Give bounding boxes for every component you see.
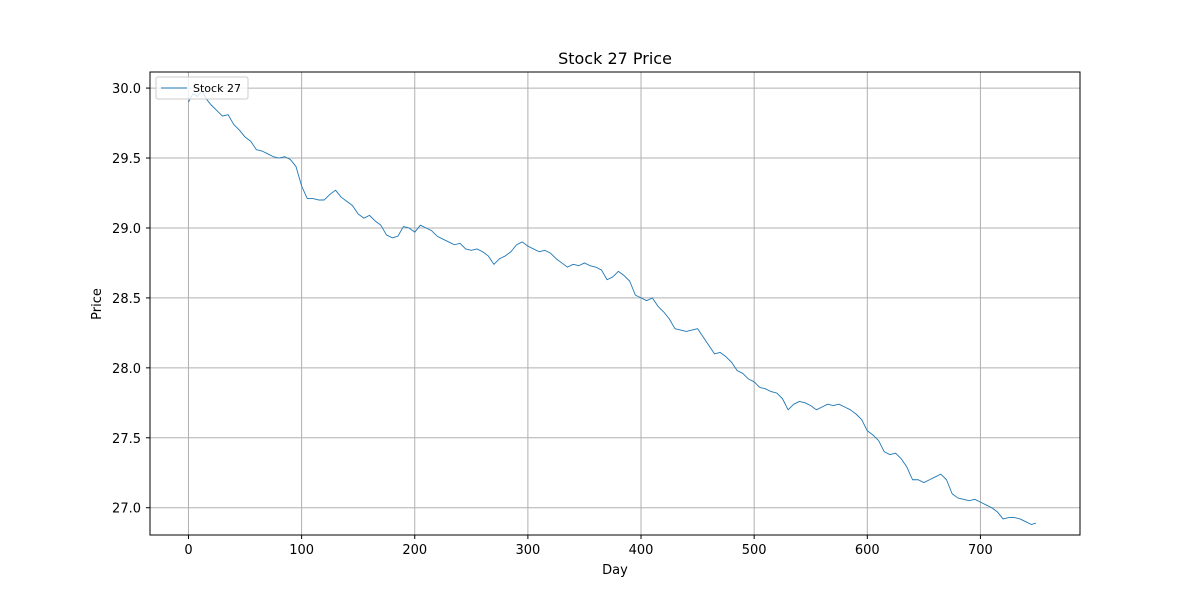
y-tick-label: 29.0 xyxy=(112,222,141,237)
grid xyxy=(150,72,1080,535)
y-tick-label: 27.0 xyxy=(112,502,141,517)
legend: Stock 27 xyxy=(155,76,249,100)
x-tick-label: 500 xyxy=(742,543,767,558)
series-layer xyxy=(188,90,1037,525)
y-axis-label: Price xyxy=(90,288,105,320)
x-tick-label: 700 xyxy=(968,543,993,558)
x-axis-label: Day xyxy=(602,563,628,578)
chart-title: Stock 27 Price xyxy=(558,49,672,68)
x-tick-label: 0 xyxy=(184,543,192,558)
x-axis-ticks: 0 100 200 300 400 500 600 700 xyxy=(184,535,993,558)
series-line-stock-27 xyxy=(188,90,1037,525)
x-tick-label: 100 xyxy=(289,543,314,558)
y-tick-label: 30.0 xyxy=(112,82,141,97)
x-tick-label: 200 xyxy=(402,543,427,558)
y-tick-label: 28.5 xyxy=(112,292,141,307)
y-axis-ticks: 27.0 27.5 28.0 28.5 29.0 29.5 30.0 xyxy=(112,82,150,517)
legend-box xyxy=(155,76,249,100)
y-tick-label: 28.0 xyxy=(112,362,141,377)
y-tick-label: 27.5 xyxy=(112,432,141,447)
plot-area-frame xyxy=(149,71,1081,536)
y-tick-label: 29.5 xyxy=(112,152,141,167)
x-tick-label: 300 xyxy=(515,543,540,558)
x-tick-label: 600 xyxy=(855,543,880,558)
x-tick-label: 400 xyxy=(629,543,654,558)
legend-label-stock-27: Stock 27 xyxy=(193,82,241,95)
